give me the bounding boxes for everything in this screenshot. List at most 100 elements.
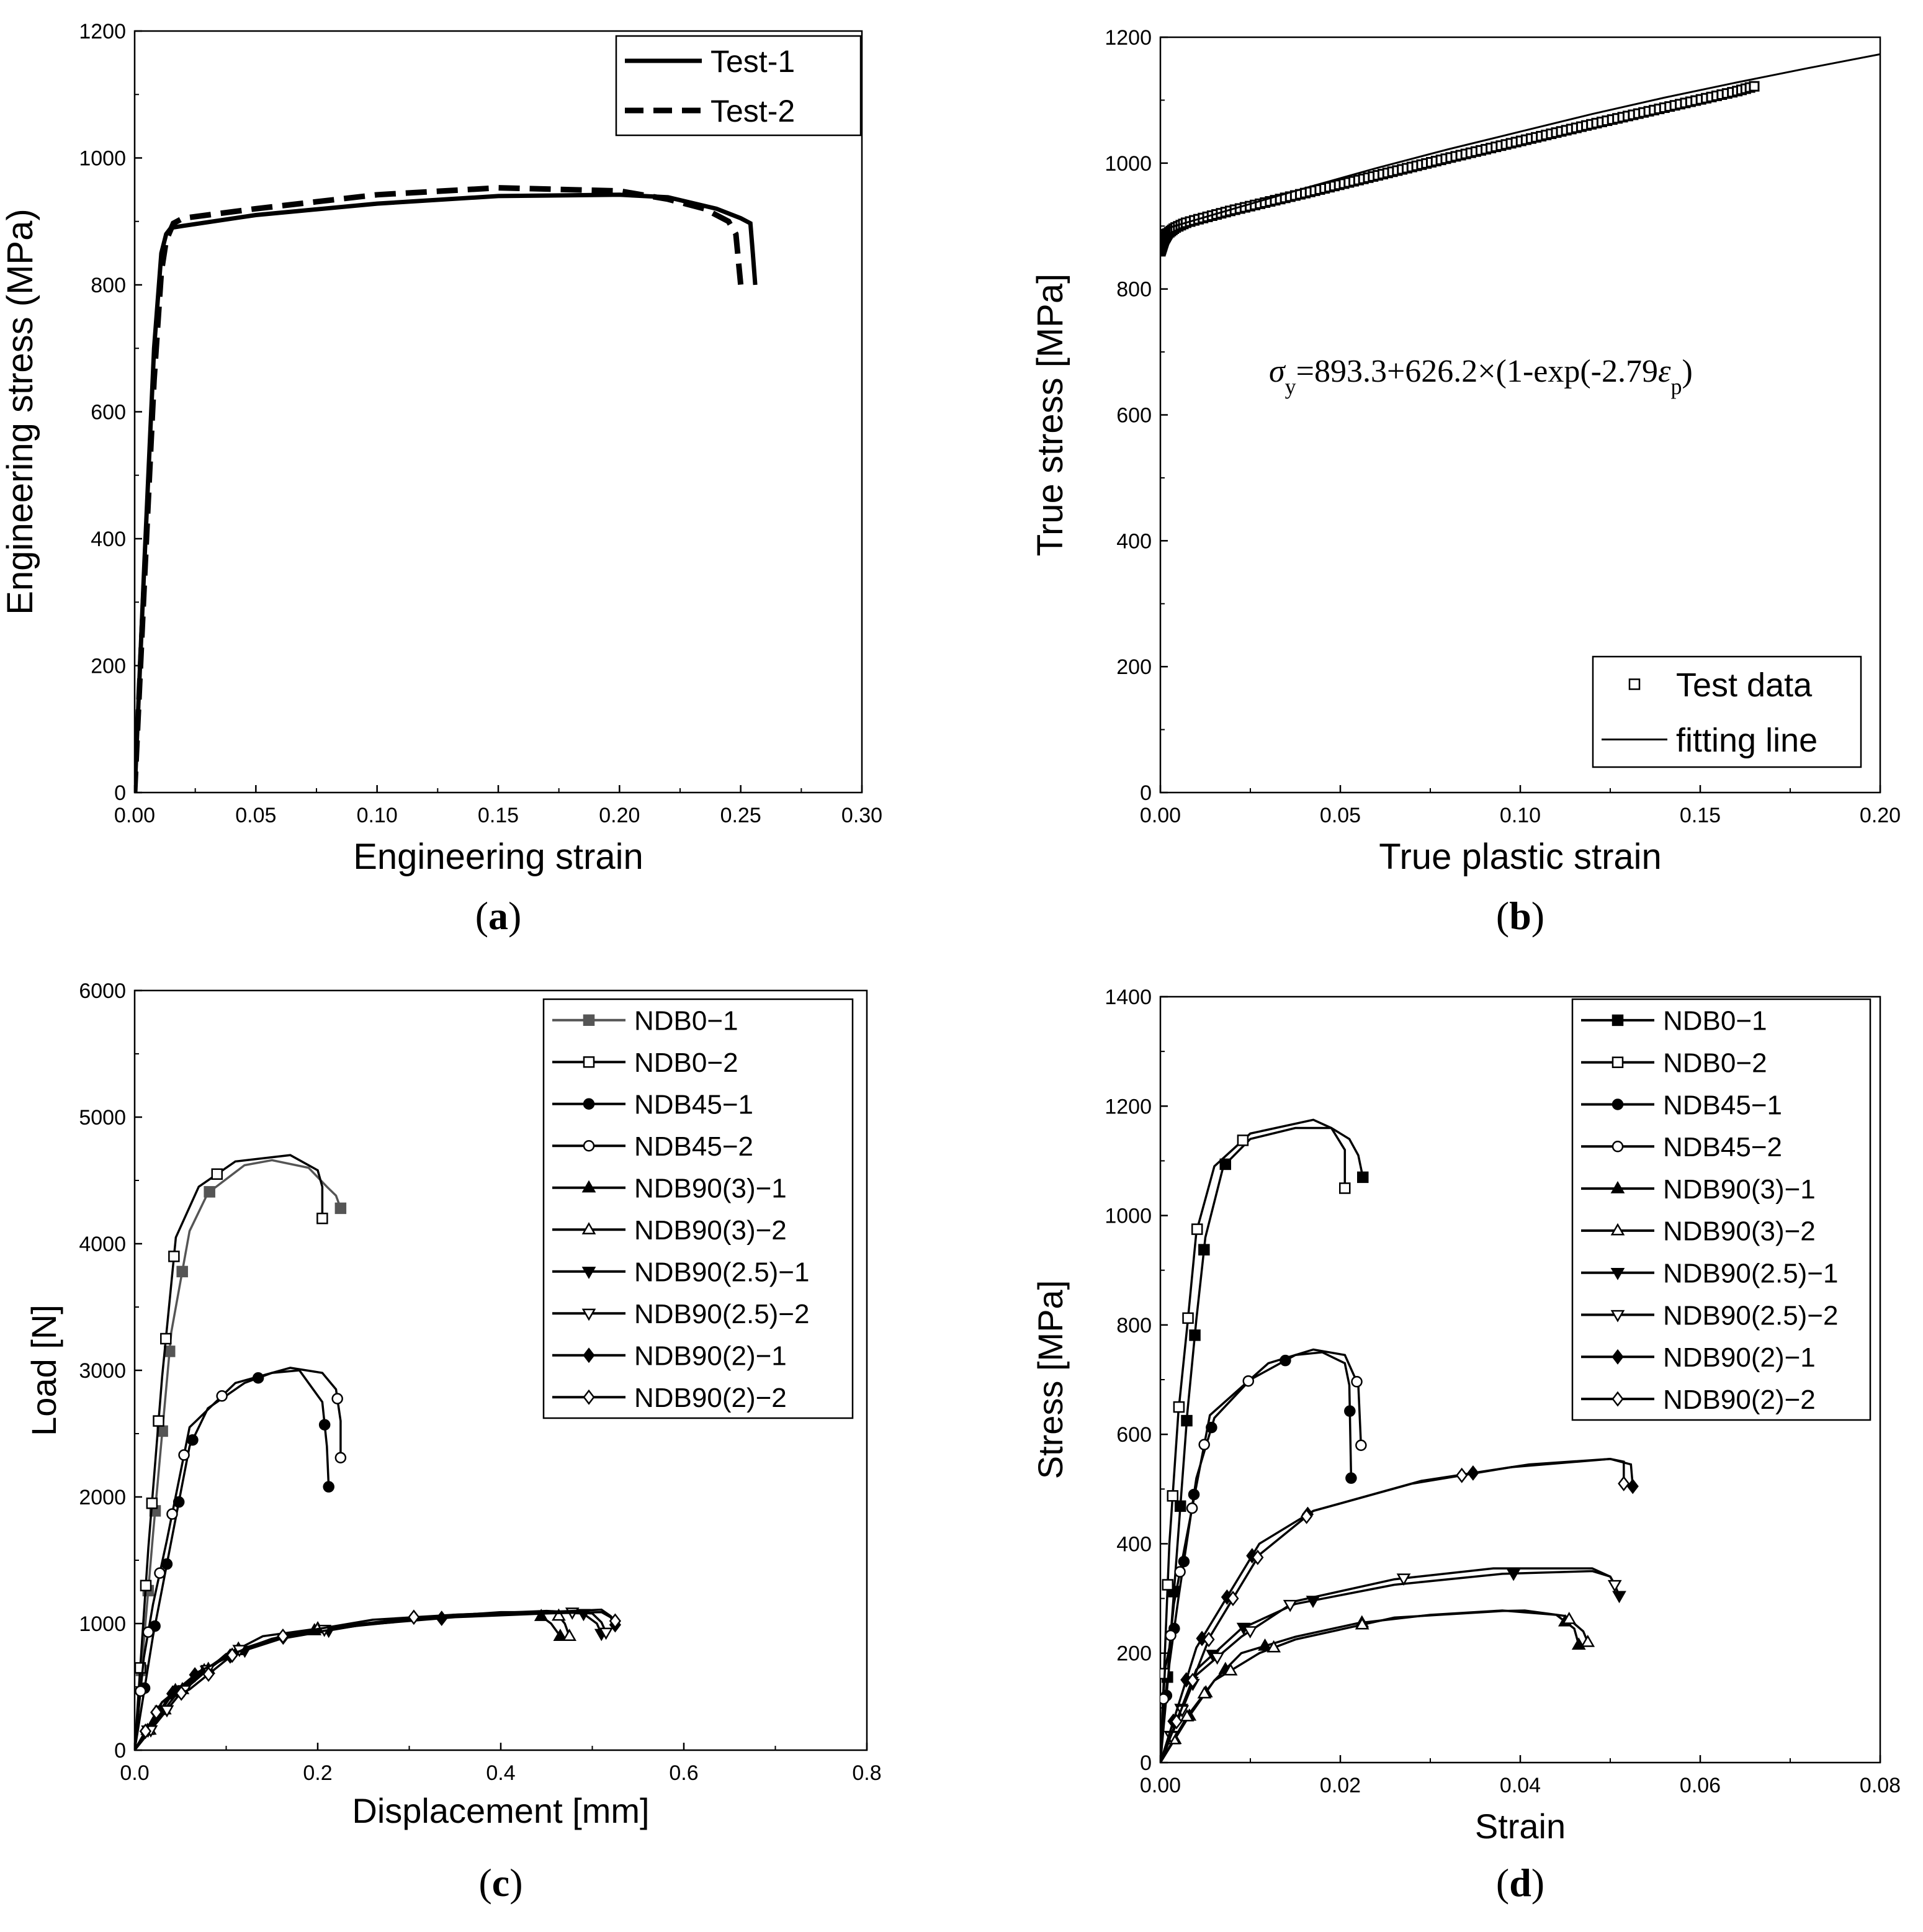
y-tick-label: 800 <box>1116 278 1152 302</box>
x-tick-label: 0.05 <box>235 804 276 827</box>
legend-marker <box>583 1140 595 1152</box>
series-ndb90-3-1-marker <box>534 1609 549 1621</box>
x-tick-label: 0.20 <box>599 804 640 827</box>
x-tick-label: 0.08 <box>1860 1774 1901 1797</box>
series-ndb90-2-2-marker <box>277 1628 289 1644</box>
series-ndb90-2-1-marker <box>1626 1478 1639 1494</box>
series-ndb90-2-2-marker <box>408 1609 420 1625</box>
legend-marker <box>1611 1099 1624 1110</box>
legend-label: NDB45−2 <box>1663 1132 1782 1162</box>
series-ndb0-2-marker <box>1173 1401 1185 1413</box>
y-axis-label: Load [N] <box>24 1305 63 1436</box>
legend-marker <box>583 1347 595 1364</box>
panel-label: (a) <box>475 894 522 938</box>
legend-label: NDB90(2.5)−2 <box>1663 1300 1838 1331</box>
data-area <box>135 185 758 793</box>
series-ndb45-2-marker <box>1160 1693 1170 1705</box>
series-ndb90-3-2-marker <box>1355 1617 1369 1630</box>
legend-marker <box>1611 1349 1624 1365</box>
plot-frame <box>133 30 863 794</box>
legend-label: NDB45−2 <box>634 1131 753 1162</box>
series-ndb90-3-2-marker <box>552 1608 566 1621</box>
series-ndb0-2-marker <box>1182 1312 1194 1324</box>
x-tick-label: 0.15 <box>1680 804 1721 827</box>
y-tick-label: 400 <box>1116 1532 1152 1556</box>
series-ndb90-2-1-line <box>1160 1458 1634 1763</box>
series-ndb0-2-marker <box>316 1212 328 1224</box>
chart-panel-d: 0.00 0.02 0.04 0.06 0.08 0 200 400 600 800 1000 120… <box>1031 986 1901 1905</box>
series-ndb45-2-line <box>1160 1348 1363 1763</box>
y-axis-label: Engineering stress (MPa) <box>0 209 40 614</box>
series-ndb90-2-2-marker <box>150 1704 163 1720</box>
series-ndb0-2-marker <box>153 1415 164 1427</box>
series-ndb45-2-marker <box>1198 1439 1210 1450</box>
data-area <box>1160 1118 1639 1763</box>
legend-marker <box>581 1222 596 1234</box>
chart-panel-b: 0.00 0.05 0.10 0.15 0.20 0 200 400 600 800 1000 120… <box>1030 26 1901 938</box>
series-ndb90-2-5-2-line <box>135 1609 607 1750</box>
series-ndb45-2-marker <box>1165 1629 1177 1642</box>
series-test-2-line <box>135 185 744 793</box>
data-area <box>135 1154 621 1750</box>
series-ndb90-2-2-marker <box>1456 1467 1468 1483</box>
legend-marker <box>1610 1180 1625 1193</box>
x-tick-label: 0.06 <box>1680 1774 1721 1797</box>
x-tick-label: 0.2 <box>303 1761 332 1785</box>
series-ndb0-1-marker <box>1219 1158 1232 1170</box>
series-ndb90-2-1-line <box>135 1611 616 1750</box>
series-ndb45-1-line <box>1160 1351 1353 1763</box>
y-tick-label: 1000 <box>79 147 126 171</box>
series-ndb90-3-2-marker <box>1180 1709 1195 1722</box>
series-ndb90-2-5-2-marker <box>1607 1579 1622 1593</box>
series-ndb0-1-marker <box>1181 1414 1193 1427</box>
series-ndb90-2-2-marker <box>1227 1591 1239 1607</box>
series-ndb0-1-marker <box>1357 1171 1369 1184</box>
legend-label: NDB0−2 <box>1663 1048 1767 1079</box>
series-test-1-line <box>135 192 758 793</box>
x-axis-label: True plastic strain <box>1379 837 1662 877</box>
legend-label: NDB90(2.5)−1 <box>1663 1259 1838 1289</box>
test-data-marker <box>1749 81 1760 92</box>
legend-box <box>542 998 854 1419</box>
series-ndb0-2-marker <box>146 1497 158 1509</box>
series-ndb45-1-marker <box>1344 1405 1356 1417</box>
series-ndb90-3-1-line <box>1160 1609 1580 1763</box>
legend-label: NDB0−2 <box>634 1048 738 1078</box>
legend-marker <box>581 1308 596 1321</box>
series-ndb90-2-5-1-marker <box>1612 1591 1626 1604</box>
legend-box <box>1592 655 1862 768</box>
legend-marker <box>1628 678 1641 690</box>
y-tick-label: 1200 <box>1105 26 1152 50</box>
y-tick-label: 400 <box>1116 529 1152 553</box>
series-ndb45-2-marker <box>334 1452 347 1464</box>
series-ndb45-1-marker <box>1345 1472 1357 1484</box>
series-ndb90-2-2-marker <box>202 1666 215 1683</box>
y-tick-label: 400 <box>91 528 126 551</box>
series-ndb90-2-5-1-marker <box>1506 1568 1521 1581</box>
series-ndb90-2-5-1-line <box>135 1611 603 1750</box>
series-ndb0-2-marker <box>1339 1182 1351 1194</box>
series-ndb90-2-5-2-line <box>1160 1567 1616 1763</box>
y-tick-label: 800 <box>1116 1314 1152 1337</box>
series-ndb0-2-marker <box>140 1579 152 1592</box>
x-axis-label: Engineering strain <box>353 837 643 877</box>
panel-label: (d) <box>1496 1861 1544 1905</box>
series-ndb45-2-marker <box>331 1393 343 1404</box>
series-ndb90-2-5-2-marker <box>159 1705 174 1718</box>
series-ndb90-2-2-marker <box>1186 1673 1199 1689</box>
y-axis-label: Stress [MPa] <box>1031 1280 1070 1480</box>
y-tick-label: 0 <box>1140 781 1152 805</box>
series-ndb90-3-2-marker <box>1223 1663 1238 1676</box>
series-ndb90-2-2-marker <box>1618 1476 1630 1491</box>
series-ndb0-1-marker <box>1198 1244 1210 1256</box>
series-ndb90-2-2-marker <box>1203 1632 1215 1648</box>
series-ndb90-2-5-2-marker <box>599 1627 613 1640</box>
y-tick-label: 0 <box>114 1739 126 1763</box>
series-ndb45-1-marker <box>187 1434 199 1446</box>
series-ndb90-2-5-2-marker <box>1396 1573 1411 1586</box>
x-tick-label: 0.8 <box>852 1761 881 1785</box>
series-ndb45-2-marker <box>1242 1375 1255 1387</box>
series-ndb90-3-2-marker <box>562 1629 576 1642</box>
x-tick-label: 0.10 <box>1500 804 1541 827</box>
series-ndb90-2-2-marker <box>609 1613 621 1629</box>
